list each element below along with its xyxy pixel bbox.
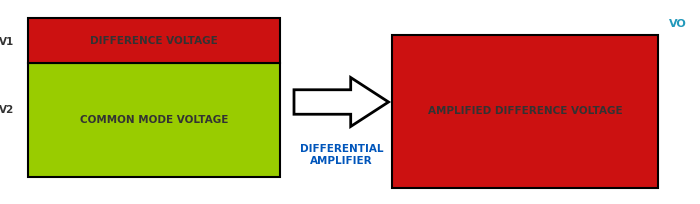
Text: DIFFERENCE VOLTAGE: DIFFERENCE VOLTAGE bbox=[90, 36, 218, 46]
Text: V1: V1 bbox=[0, 37, 14, 47]
Text: VO: VO bbox=[668, 19, 686, 30]
Text: V2: V2 bbox=[0, 105, 14, 115]
Polygon shape bbox=[294, 78, 389, 126]
Bar bbox=[28, 18, 280, 63]
Bar bbox=[28, 63, 280, 177]
Bar bbox=[392, 35, 658, 188]
Text: AMPLIFIED DIFFERENCE VOLTAGE: AMPLIFIED DIFFERENCE VOLTAGE bbox=[428, 106, 622, 116]
Text: COMMON MODE VOLTAGE: COMMON MODE VOLTAGE bbox=[80, 115, 228, 125]
Text: DIFFERENTIAL
AMPLIFIER: DIFFERENTIAL AMPLIFIER bbox=[300, 144, 384, 166]
